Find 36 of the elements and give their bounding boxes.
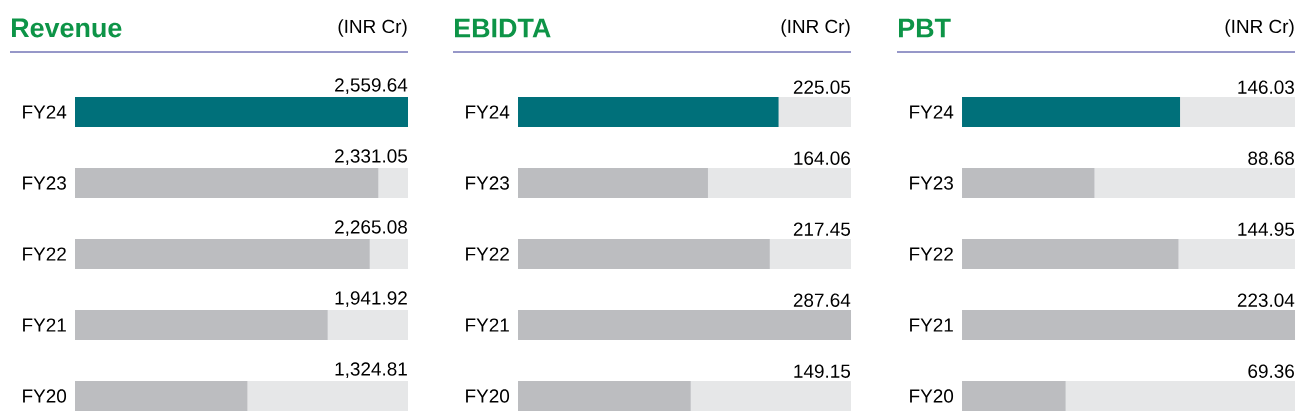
data-label: 2,559.64 [335,78,408,94]
y-tick-label: FY24 [910,105,954,119]
data-label: 1,324.81 [335,362,407,378]
data-label: 217.45 [793,222,851,236]
data-label: 144.95 [1238,222,1295,236]
y-tick-label: FY21 [466,318,509,332]
chart-subtitle: (INR Cr) [1225,19,1294,37]
y-tick-label: FY22 [466,247,509,261]
data-label: 1,941.92 [335,291,407,307]
chart-subtitle: (INR Cr) [781,19,850,37]
data-label: 2,331.05 [335,149,408,165]
chart-title: Revenue [12,18,122,38]
data-label: 2,265.08 [335,220,407,236]
y-tick-label: FY20 [466,389,510,403]
chart-title: EBIDTA [455,18,551,38]
data-label: 146.03 [1238,80,1294,94]
y-tick-label: FY21 [23,318,66,332]
data-label: 287.64 [793,293,851,307]
data-label: 149.15 [794,364,851,378]
y-tick-label: FY23 [466,176,509,190]
data-label: 88.68 [1248,151,1294,165]
y-tick-label: FY24 [23,105,67,119]
y-tick-label: FY20 [23,389,67,403]
data-label: 225.05 [793,80,851,94]
data-label: 223.04 [1237,293,1295,307]
chart-subtitle: (INR Cr) [338,19,407,37]
y-tick-label: FY24 [466,105,510,119]
y-tick-label: FY20 [910,389,954,403]
data-label: 164.06 [794,151,850,165]
y-tick-label: FY22 [23,247,66,261]
y-tick-label: FY21 [910,318,953,332]
data-label: 69.36 [1248,364,1294,378]
y-tick-label: FY22 [910,247,953,261]
y-tick-label: FY23 [910,176,953,190]
y-tick-label: FY23 [23,176,66,190]
chart-title: PBT [899,18,951,38]
